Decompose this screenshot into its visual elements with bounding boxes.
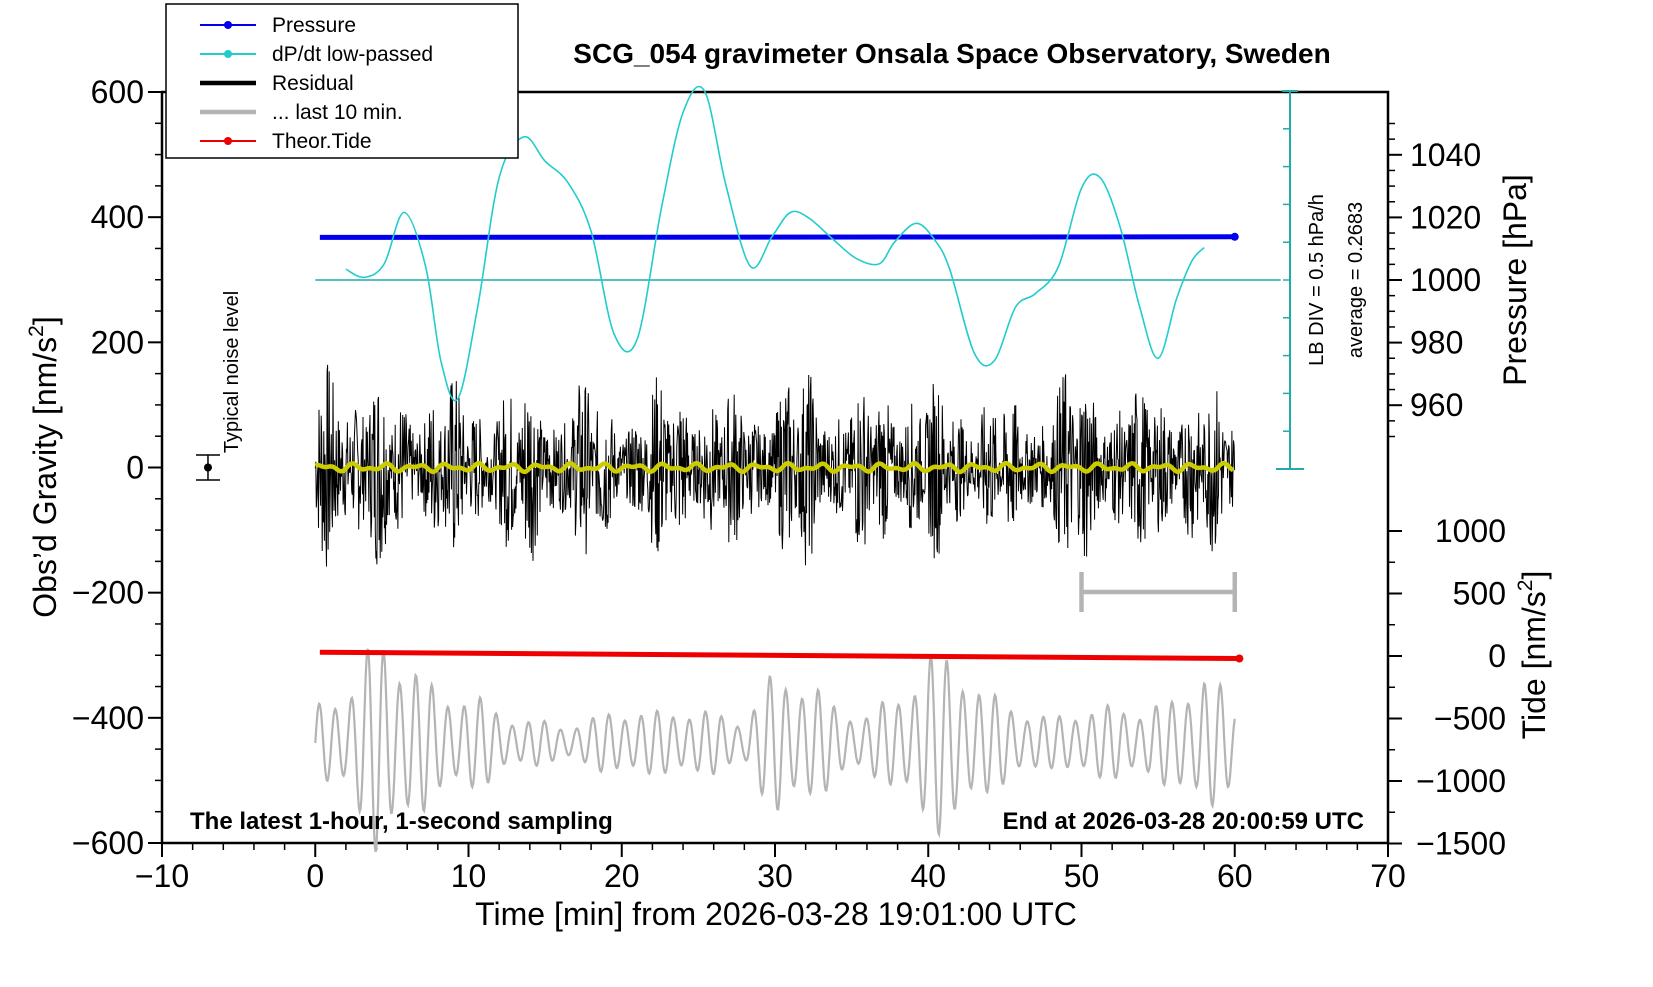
series-dpdt: [345, 85, 1205, 402]
tick-marks: [148, 91, 1402, 857]
x-tick-label: 30: [757, 858, 793, 894]
bottom-right-note: End at 2026-03-28 20:00:59 UTC: [1003, 808, 1365, 835]
gravity-label-prefix: Obs’d Gravity [nm/s: [27, 337, 63, 618]
tide-tick-label: −500: [1434, 701, 1506, 737]
legend-label: Pressure: [272, 14, 356, 37]
x-tick-label: 50: [1064, 858, 1100, 894]
legend-marker: [224, 21, 232, 29]
gravity-tick-label: 200: [91, 324, 144, 360]
legend: Pressure dP/dt low-passed Residual ... last…: [165, 3, 519, 159]
tick-labels: −10 0 10 20 30 40 50 60 70−600−400−2000200400600…: [72, 74, 1506, 894]
pressure-endpoint: [1230, 232, 1239, 241]
pressure-tick-label: 960: [1410, 387, 1463, 423]
tide-label-sup: 2: [1514, 580, 1537, 592]
tide-tick-label: −1000: [1416, 763, 1506, 799]
series-pressure: [319, 234, 1235, 240]
x-axis-label: Time [min] from 2026-03-28 19:01:00 UTC: [475, 896, 1077, 932]
tide-tick-label: 0: [1488, 638, 1506, 674]
dpdt-scale: [315, 90, 1304, 470]
x-tick-label: 10: [451, 858, 487, 894]
gravity-tick-label: 400: [91, 199, 144, 235]
gravity-tick-label: −400: [72, 700, 144, 736]
gravity-label-sup: 2: [25, 325, 48, 337]
average-label: average = 0.2683: [1345, 202, 1367, 358]
series-residual: [314, 364, 1236, 567]
legend-marker: [224, 50, 232, 58]
gravity-tick-label: 600: [91, 74, 144, 110]
x-tick-label: 0: [306, 858, 324, 894]
legend-label: dP/dt low-passed: [272, 43, 433, 66]
gravity-tick-label: −200: [72, 575, 144, 611]
tide-tick-label: −1500: [1416, 826, 1506, 862]
series-residual-smoothed: [314, 460, 1235, 475]
noise-point: [203, 463, 212, 472]
x-tick-label: 20: [604, 858, 640, 894]
gravity-label-suffix: ]: [27, 316, 63, 325]
pressure-tick-label: 980: [1410, 325, 1463, 361]
pressure-tick-label: 1040: [1410, 137, 1481, 173]
series-theor-tide: [319, 649, 1240, 661]
y-axis-label-tide: Tide [nm/s2]: [1514, 571, 1552, 740]
x-tick-label: 70: [1370, 858, 1406, 894]
series-layer: [195, 85, 1244, 853]
legend-marker: [224, 137, 232, 145]
legend-label: Residual: [272, 72, 354, 95]
legend-label: ... last 10 min.: [272, 101, 403, 124]
chart-title: SCG_054 gravimeter Onsala Space Observat…: [573, 38, 1330, 69]
theor-tide-endpoint: [1235, 654, 1244, 663]
series-last-10-min: [314, 648, 1236, 853]
pressure-tick-label: 1000: [1410, 262, 1481, 298]
x-tick-label: 60: [1217, 858, 1253, 894]
bottom-left-note: The latest 1-hour, 1-second sampling: [190, 808, 613, 835]
x-tick-label: 40: [910, 858, 946, 894]
tide-tick-label: 500: [1453, 576, 1506, 612]
x-tick-label: −10: [135, 858, 189, 894]
tide-tick-label: 1000: [1435, 513, 1506, 549]
tide-label-suffix: ]: [1516, 571, 1552, 580]
gravity-tick-label: 0: [126, 450, 144, 486]
pressure-tick-label: 1020: [1410, 199, 1481, 235]
noise-level-label: Typical noise level: [221, 291, 243, 453]
gravity-tick-label: −600: [72, 825, 144, 861]
y-axis-label-gravity: Obs’d Gravity [nm/s2]: [25, 316, 63, 618]
y-axis-label-pressure: Pressure [hPa]: [1497, 174, 1533, 386]
legend-label: Theor.Tide: [272, 130, 372, 153]
tide-label-prefix: Tide [nm/s: [1516, 591, 1552, 739]
lb-div-label: LB DIV = 0.5 hPa/h: [1306, 194, 1328, 366]
